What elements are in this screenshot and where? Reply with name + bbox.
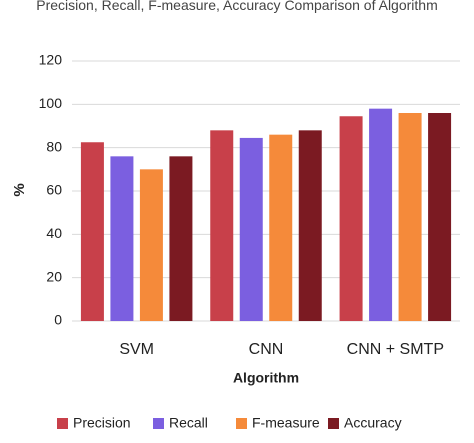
y-tick-label: 60 xyxy=(46,182,62,198)
legend-label: Precision xyxy=(73,415,131,431)
y-axis-label: % xyxy=(11,183,28,196)
bar xyxy=(80,142,104,321)
bar xyxy=(428,113,452,321)
y-tick-label: 0 xyxy=(54,312,62,328)
bar xyxy=(298,130,322,321)
y-tick-label: 80 xyxy=(46,138,62,154)
bar xyxy=(398,113,422,321)
bar xyxy=(210,130,234,321)
bar xyxy=(239,137,263,321)
x-tick-label: CNN + SMTP xyxy=(347,341,444,358)
x-tick-label: SVM xyxy=(119,341,154,358)
legend-label: Recall xyxy=(169,415,208,431)
legend-swatch xyxy=(153,418,164,429)
legend-swatch xyxy=(236,418,247,429)
bar xyxy=(169,156,193,321)
legend-label: F-measure xyxy=(252,415,320,431)
bar xyxy=(110,156,134,321)
bar xyxy=(139,169,163,321)
x-tick-label: CNN xyxy=(249,341,284,358)
x-axis-label: Algorithm xyxy=(233,370,299,386)
y-tick-label: 40 xyxy=(46,225,62,241)
y-tick-label: 20 xyxy=(46,268,62,284)
legend-swatch xyxy=(328,418,339,429)
chart-title: Precision, Recall, F-measure, Accuracy C… xyxy=(36,0,438,13)
y-tick-label: 120 xyxy=(39,52,63,68)
bar xyxy=(269,134,293,321)
legend-swatch xyxy=(57,418,68,429)
legend-label: Accuracy xyxy=(344,415,402,431)
y-tick-label: 100 xyxy=(39,95,63,111)
bar xyxy=(369,108,393,322)
bar xyxy=(339,116,363,321)
